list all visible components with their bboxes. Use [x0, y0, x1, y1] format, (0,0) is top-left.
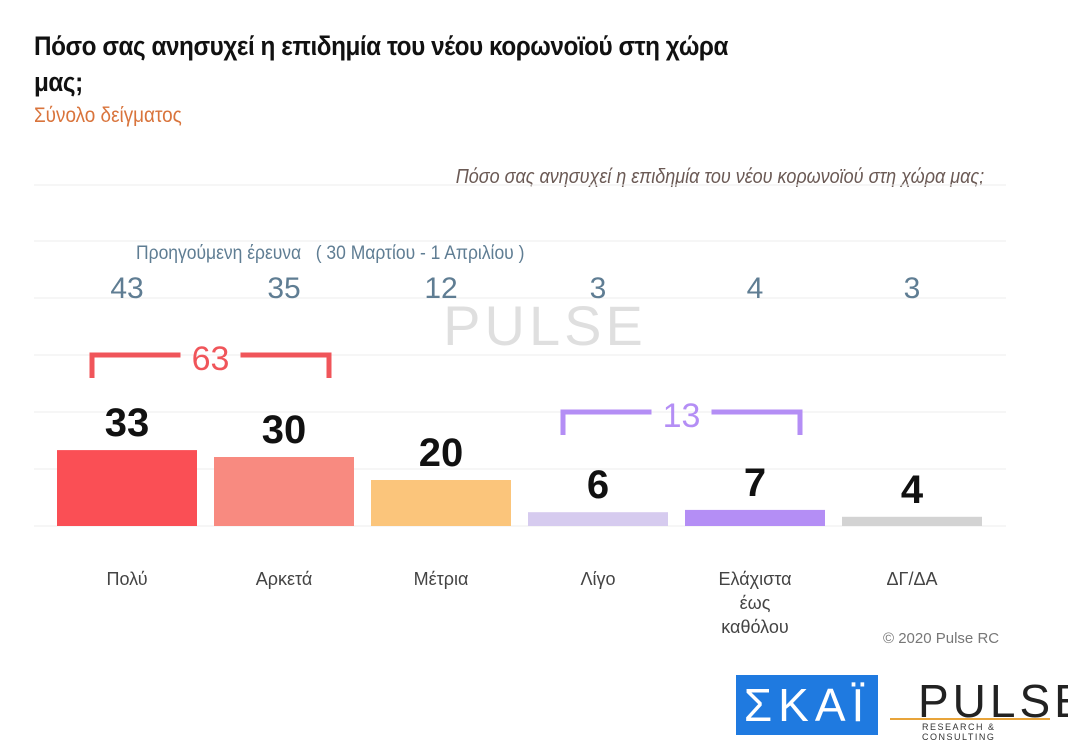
group-bracket	[89, 352, 332, 378]
pulse-logo-subtitle: RESEARCH & CONSULTING	[922, 722, 996, 742]
data-label: 4	[901, 468, 924, 512]
category-label: έως	[740, 593, 771, 613]
previous-value: 35	[267, 272, 300, 305]
category-label: καθόλου	[721, 617, 788, 637]
pulse-watermark: PULSE	[443, 294, 647, 357]
category-label: Λίγο	[580, 569, 615, 589]
data-label: 30	[262, 408, 307, 452]
inner-title: Πόσο σας ανησυχεί η επιδημία του νέου κο…	[455, 166, 984, 188]
previous-value: 12	[424, 272, 457, 305]
data-label: 20	[419, 431, 464, 475]
previous-value: 43	[110, 272, 143, 305]
bar	[57, 450, 197, 526]
category-label: Ελάχιστα	[719, 569, 792, 589]
group-total: 13	[663, 397, 701, 435]
skai-logo: ΣΚΑΪ	[736, 675, 878, 735]
copyright: © 2020 Pulse RC	[883, 630, 1000, 647]
group-bracket	[560, 409, 803, 435]
previous-value: 4	[747, 272, 764, 305]
bar	[842, 516, 982, 526]
chart-subtitle: Σύνολο δείγματος	[34, 104, 182, 127]
category-label: Μέτρια	[414, 569, 469, 589]
category-label: Πολύ	[106, 569, 147, 589]
previous-value: 3	[590, 272, 607, 305]
previous-value: 3	[904, 272, 921, 305]
bar	[685, 509, 825, 526]
bar	[214, 457, 354, 526]
chart-title: Πόσο σας ανησυχεί η επιδημία του νέου κο…	[34, 31, 728, 97]
data-label: 33	[105, 401, 150, 445]
group-total: 63	[192, 340, 230, 378]
category-label: ΔΓ/ΔΑ	[887, 569, 938, 589]
previous-survey-label: Προηγούμενη έρευνα ( 30 Μαρτίου - 1 Απρι…	[136, 243, 525, 264]
data-label: 7	[744, 461, 766, 505]
bar	[528, 512, 668, 526]
pulse-logo-line	[890, 718, 1050, 720]
data-label: 6	[587, 463, 609, 507]
category-label: Αρκετά	[256, 569, 313, 589]
bar	[371, 480, 511, 526]
